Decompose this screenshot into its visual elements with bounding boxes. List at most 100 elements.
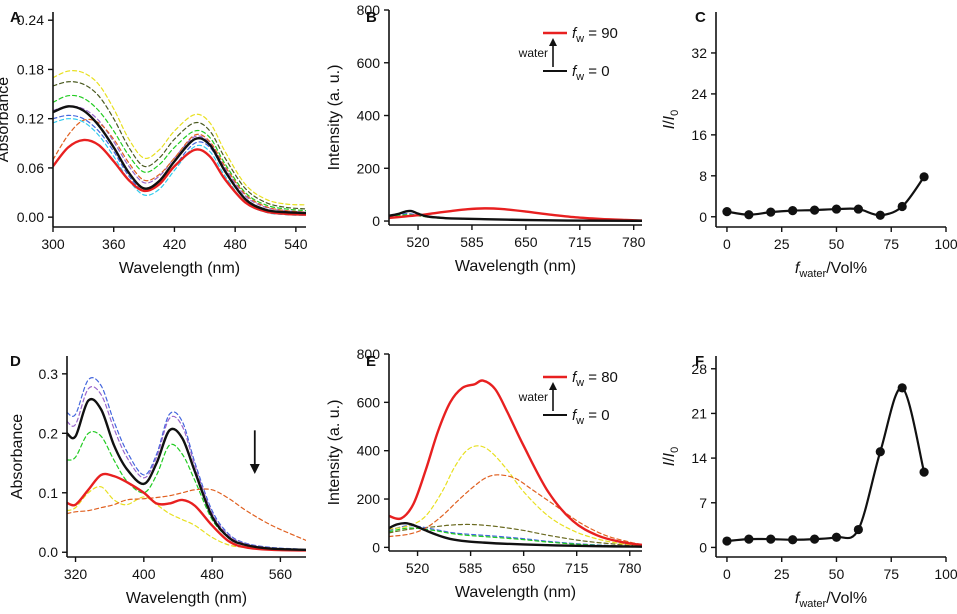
series-line-cyan — [53, 118, 306, 217]
series-group — [389, 379, 642, 548]
x-tick-label: 0 — [723, 566, 731, 582]
x-tick-label: 50 — [829, 566, 845, 582]
series-line-yellow — [53, 70, 306, 206]
y-tick-label: 0.00 — [17, 209, 44, 225]
data-point — [722, 207, 732, 217]
x-tick-label: 780 — [622, 234, 646, 250]
y-axis-label: Intensity (a. u.) — [326, 400, 343, 506]
fit-curve — [726, 176, 925, 217]
data-point — [809, 205, 820, 215]
x-tick-label: 480 — [223, 236, 247, 252]
data-point — [919, 172, 929, 182]
panel-letter-f: F — [695, 353, 704, 370]
data-point — [788, 535, 798, 545]
y-tick-label: 0.12 — [17, 111, 44, 127]
legend-water-label: water — [518, 46, 548, 60]
y-tick-label: 800 — [357, 346, 381, 362]
x-axis-label: fwater/Vol% — [795, 590, 867, 610]
y-tick-label: 0 — [699, 539, 707, 555]
series-line-yellow — [389, 445, 642, 547]
data-point — [788, 206, 798, 216]
x-tick-label: 400 — [132, 566, 156, 582]
trend-arrow-head — [249, 463, 260, 474]
data-point — [897, 383, 907, 393]
x-tick-label: 50 — [829, 236, 845, 252]
x-axis-label: Wavelength (nm) — [455, 258, 576, 275]
series-line-green — [53, 94, 306, 212]
y-tick-label: 32 — [691, 45, 707, 61]
x-tick-label: 715 — [565, 560, 589, 576]
x-tick-label: 320 — [64, 566, 88, 582]
y-tick-label: 0.18 — [17, 61, 44, 77]
y-tick-label: 24 — [691, 86, 707, 102]
x-tick-label: 300 — [41, 236, 65, 252]
legend-label-top: fw = 80 — [572, 369, 618, 389]
series-group — [53, 70, 306, 217]
y-axis-label: Absorbance — [9, 414, 26, 499]
series-line-blue — [67, 377, 306, 550]
series-line-green — [389, 527, 642, 548]
y-tick-label: 200 — [357, 160, 381, 176]
panel-letter-d: D — [10, 353, 21, 370]
x-tick-label: 560 — [269, 566, 293, 582]
x-axis-label: Wavelength (nm) — [126, 590, 247, 607]
panel-letter-b: B — [366, 9, 377, 26]
data-point — [853, 204, 863, 214]
y-tick-label: 400 — [357, 443, 381, 459]
y-tick-label: 0 — [372, 539, 380, 555]
x-tick-label: 0 — [723, 236, 731, 252]
x-tick-label: 715 — [568, 234, 592, 250]
data-point — [853, 524, 863, 535]
x-axis-label: Wavelength (nm) — [119, 260, 240, 277]
series-line-red — [389, 379, 642, 547]
y-axis-label: I/I0 — [661, 447, 681, 466]
x-tick-label: 75 — [883, 236, 899, 252]
y-tick-label: 0.2 — [39, 425, 59, 441]
y-tick-label: 0.24 — [17, 12, 44, 28]
x-tick-label: 540 — [284, 236, 308, 252]
y-tick-label: 600 — [357, 55, 381, 71]
series-line-orange — [53, 118, 306, 213]
x-tick-label: 100 — [934, 236, 957, 252]
data-point — [722, 536, 732, 546]
y-axis-label: Intensity (a. u.) — [326, 65, 343, 171]
y-tick-label: 0.3 — [39, 366, 59, 382]
data-point — [919, 467, 929, 477]
series-line-black — [389, 209, 642, 222]
series-line-olive — [389, 523, 642, 547]
y-tick-label: 16 — [691, 127, 707, 143]
series-line-dark-olive — [53, 81, 306, 210]
series-line-red — [67, 472, 306, 552]
x-tick-label: 520 — [406, 560, 430, 576]
data-point — [744, 210, 754, 220]
y-tick-label: 200 — [357, 491, 381, 507]
y-axis-label: I/I0 — [661, 110, 681, 129]
y-axis-label: Absorbance — [0, 77, 12, 162]
x-tick-label: 585 — [460, 234, 484, 250]
y-tick-label: 21 — [691, 405, 707, 421]
y-tick-label: 0 — [699, 209, 707, 225]
x-tick-label: 585 — [459, 560, 483, 576]
series-line-red — [53, 138, 306, 216]
y-tick-label: 0.1 — [39, 485, 59, 501]
series-line-purple — [53, 105, 306, 213]
x-tick-label: 25 — [774, 566, 790, 582]
legend-label-top: fw = 90 — [572, 25, 618, 45]
y-tick-label: 8 — [699, 168, 707, 184]
x-tick-label: 650 — [514, 234, 538, 250]
data-point — [897, 201, 907, 212]
x-tick-label: 360 — [102, 236, 126, 252]
legend-arrow-head — [549, 38, 557, 46]
y-tick-label: 0 — [372, 213, 380, 229]
x-tick-label: 520 — [406, 234, 430, 250]
x-axis-label: fwater/Vol% — [795, 260, 867, 280]
chart-panel-d: 320 400 480 560 0.0 0.1 0.2 0.3 D Wavelength (nm)… — [9, 353, 306, 607]
chart-panel-a: 300 360 420 480 540 0.00 0.06 0.12 0.18 0.24A Wave… — [0, 9, 308, 277]
series-line-yellow — [67, 486, 306, 551]
data-point — [766, 534, 776, 544]
series-line-black — [67, 397, 306, 552]
panel-letter-e: E — [366, 353, 376, 370]
